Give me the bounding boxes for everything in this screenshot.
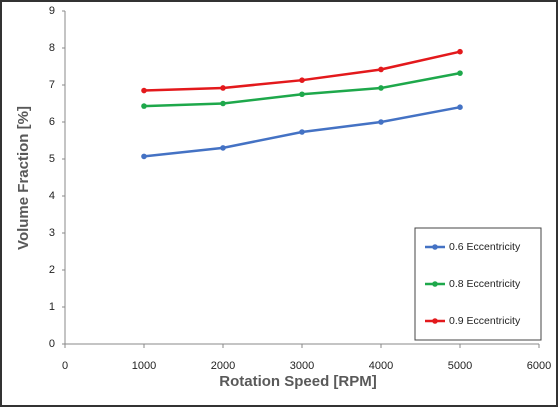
x-tick-label: 3000 xyxy=(290,360,314,372)
point xyxy=(378,85,384,91)
y-tick-label: 8 xyxy=(49,42,55,54)
point xyxy=(141,153,147,160)
point xyxy=(220,145,226,151)
legend-marker xyxy=(432,281,438,287)
point xyxy=(299,129,305,135)
x-tick-label: 5000 xyxy=(448,360,472,372)
x-axis-title: Rotation Speed [RPM] xyxy=(219,373,377,390)
point xyxy=(378,66,384,73)
y-tick-label: 9 xyxy=(49,5,55,17)
point xyxy=(299,77,305,83)
x-tick-label: 1000 xyxy=(132,360,156,372)
legend-marker xyxy=(432,318,438,324)
legend-marker xyxy=(432,244,438,250)
point xyxy=(378,119,384,125)
y-axis-title: Volume Fraction [%] xyxy=(15,106,32,250)
y-tick-label: 2 xyxy=(49,264,55,276)
point xyxy=(141,103,147,109)
y-tick-label: 0 xyxy=(49,338,55,350)
x-tick-label: 0 xyxy=(62,360,68,372)
legend-label: 0.6 Eccentricity xyxy=(449,241,521,253)
y-tick-label: 4 xyxy=(49,190,55,202)
y-tick-label: 1 xyxy=(49,301,55,313)
y-tick-label: 7 xyxy=(49,79,55,91)
point xyxy=(457,48,463,55)
point xyxy=(220,100,226,107)
legend-label: 0.9 Eccentricity xyxy=(449,315,521,327)
point xyxy=(457,70,463,76)
y-tick-label: 5 xyxy=(49,153,55,165)
legend-label: 0.8 Eccentricity xyxy=(449,278,521,290)
point xyxy=(299,91,305,98)
y-tick-label: 3 xyxy=(49,227,55,239)
x-tick-label: 4000 xyxy=(369,360,393,372)
point xyxy=(141,87,147,94)
point xyxy=(220,85,226,91)
x-tick-label: 2000 xyxy=(211,360,235,372)
y-tick-label: 6 xyxy=(49,116,55,128)
x-tick-label: 6000 xyxy=(527,360,551,372)
point xyxy=(457,104,463,110)
